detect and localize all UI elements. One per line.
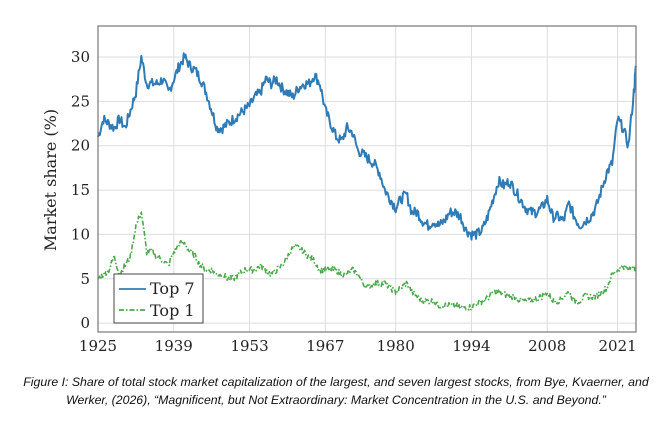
x-tick-label: 2008 [528,337,566,355]
y-tick-label: 10 [71,225,90,243]
x-tick-label: 1980 [377,337,415,355]
grid [97,26,636,332]
legend: Top 7 Top 1 [113,273,204,324]
legend-label-top7: Top 7 [150,279,195,298]
series-line-top7 [97,52,637,241]
series-line-top1 [97,211,637,311]
y-tick-label: 20 [71,137,90,155]
y-tick-label: 0 [80,314,90,332]
x-tick-label: 1939 [155,337,193,355]
y-tick-label: 15 [71,181,90,199]
x-tick-label: 2021 [599,337,637,355]
market-share-chart: 1925 1939 1953 1967 1980 1994 2008 2021 0 5 10 15 20… [41,25,637,355]
x-tick-label: 1994 [452,337,490,355]
y-tick-label: 5 [80,270,90,288]
legend-label-top1: Top 1 [150,301,195,320]
y-tick-label: 25 [71,92,90,110]
series-layer [97,52,637,311]
y-tick-label: 30 [71,48,90,66]
x-tick-label: 1925 [79,337,117,355]
x-tick-label: 1967 [306,337,344,355]
x-tick-label: 1953 [230,337,268,355]
y-axis-label: Market share (%) [41,109,60,251]
tick-labels: 1925 1939 1953 1967 1980 1994 2008 2021 0 5 10 15 20… [71,48,637,355]
plot-frame [97,25,637,333]
figure-caption: Figure I: Share of total stock market ca… [23,375,649,407]
